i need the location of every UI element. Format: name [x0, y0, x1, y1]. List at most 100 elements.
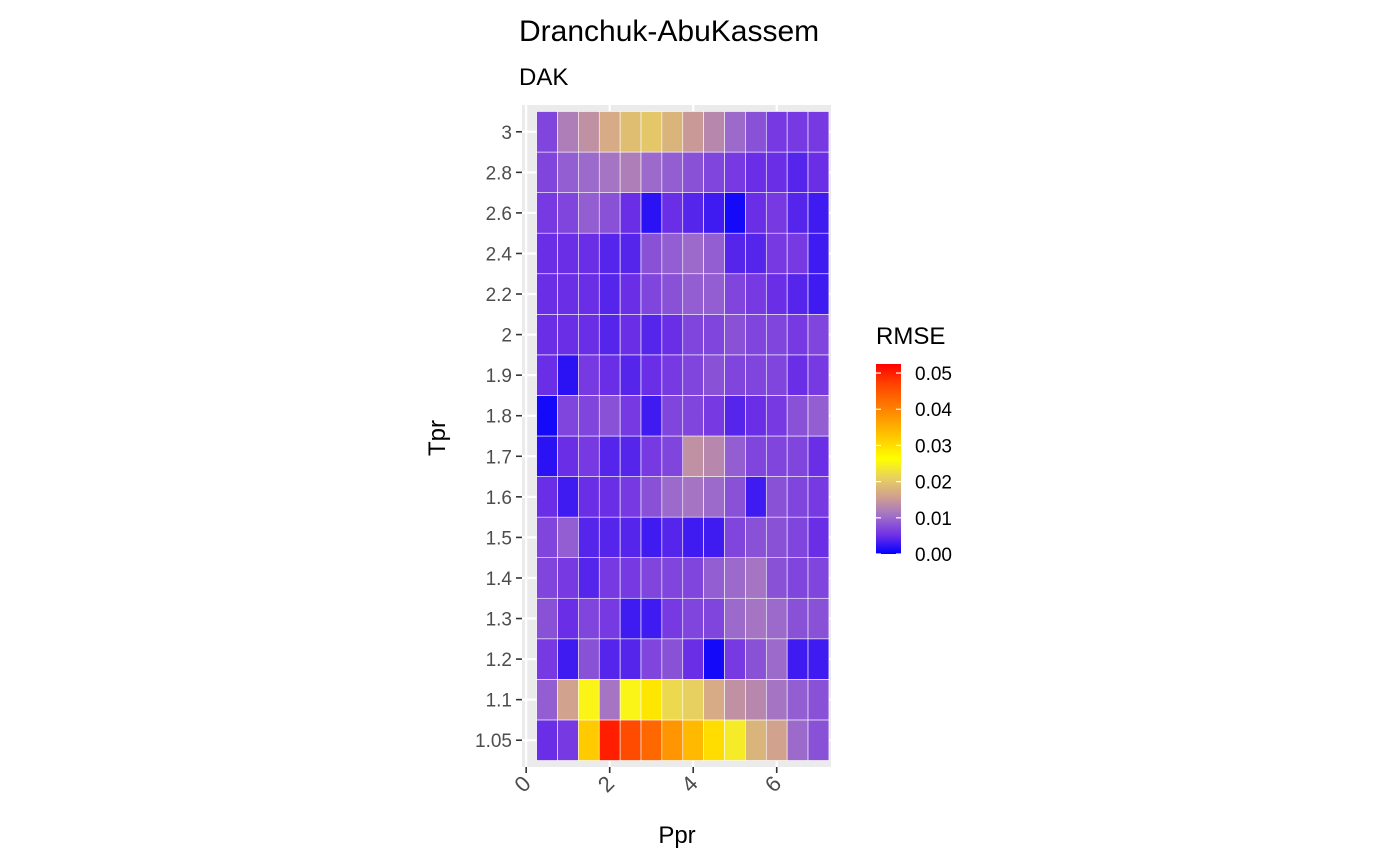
heatmap-cells [536, 111, 830, 761]
heatmap-cell [598, 111, 621, 153]
heatmap-cell [703, 232, 725, 275]
heatmap-cell [745, 314, 767, 356]
heatmap-cell [703, 597, 725, 640]
heatmap-cell [745, 719, 767, 761]
heatmap-cell [578, 476, 600, 518]
heatmap-cell [703, 192, 725, 234]
heatmap-cell [536, 719, 558, 761]
heatmap-cell [557, 192, 579, 234]
heatmap-cell [703, 638, 725, 680]
heatmap-cell [786, 111, 809, 153]
y-tick-label: 1.8 [486, 407, 512, 428]
y-tick-label: 1.9 [486, 366, 512, 387]
heatmap-cell [557, 435, 579, 477]
heatmap-cell [661, 476, 684, 518]
heatmap-cell [661, 679, 684, 721]
heatmap-cell [536, 354, 558, 396]
y-axis: 1.05 1.1 1.2 1.3 1.4 1.5 1.6 1.7 1.8 1.9 2 2.2 2.4 2.… [475, 123, 522, 752]
heatmap-cell [536, 476, 558, 518]
heatmap-cell [661, 232, 684, 275]
heatmap-cell [807, 557, 830, 599]
heatmap-cell [536, 395, 558, 437]
heatmap-cell [536, 151, 558, 193]
heatmap-cell [703, 476, 725, 518]
heatmap-cell [765, 476, 788, 518]
heatmap-cell [557, 314, 579, 356]
heatmap-cell [807, 435, 830, 477]
heatmap-cell [598, 476, 621, 518]
x-tick-label: 6 [760, 771, 786, 797]
heatmap-cell [661, 395, 684, 437]
heatmap-cell [724, 151, 746, 193]
heatmap-cell [807, 273, 830, 315]
heatmap-cell [661, 719, 684, 761]
heatmap-cell [598, 679, 621, 721]
heatmap-cell [598, 557, 621, 599]
heatmap-cell [765, 314, 788, 356]
heatmap-cell [765, 435, 788, 477]
heatmap-cell [619, 232, 642, 275]
heatmap-cell [598, 151, 621, 193]
heatmap-cell [724, 516, 746, 558]
heatmap-cell [661, 354, 684, 396]
heatmap-cell [724, 232, 746, 275]
heatmap-cell [682, 435, 704, 477]
heatmap-cell [598, 597, 621, 640]
y-tick-label: 1.6 [486, 488, 512, 509]
heatmap-cell [661, 435, 684, 477]
y-tick-label: 1.1 [486, 691, 512, 712]
heatmap-cell [682, 679, 704, 721]
heatmap-cell [765, 719, 788, 761]
heatmap-cell [598, 232, 621, 275]
heatmap-cell [745, 516, 767, 558]
heatmap-cell [536, 638, 558, 680]
y-tick-label: 2 [501, 326, 512, 347]
heatmap-cell [536, 435, 558, 477]
heatmap-cell [786, 719, 809, 761]
heatmap-cell [765, 354, 788, 396]
x-axis-title: Ppr [658, 822, 695, 849]
heatmap-cell [598, 395, 621, 437]
heatmap-cell [807, 638, 830, 680]
heatmap-cell [578, 232, 600, 275]
heatmap-cell [578, 516, 600, 558]
heatmap-cell [786, 476, 809, 518]
heatmap-cell [640, 557, 663, 599]
heatmap-cell [703, 719, 725, 761]
heatmap-cell [703, 314, 725, 356]
heatmap-cell [682, 719, 704, 761]
heatmap-cell [703, 111, 725, 153]
heatmap-cell [578, 273, 600, 315]
heatmap-cell [786, 232, 809, 275]
heatmap-cell [557, 679, 579, 721]
heatmap-cell [640, 435, 663, 477]
heatmap-cell [619, 111, 642, 153]
legend-tick-label: 0.05 [915, 364, 952, 385]
heatmap-cell [786, 354, 809, 396]
heatmap-cell [661, 638, 684, 680]
heatmap-cell [578, 679, 600, 721]
heatmap-cell [598, 719, 621, 761]
heatmap-cell [536, 273, 558, 315]
y-tick-label: 1.4 [486, 569, 513, 590]
heatmap-cell [619, 719, 642, 761]
heatmap-cell [661, 557, 684, 599]
heatmap-cell [745, 354, 767, 396]
heatmap-cell [640, 111, 663, 153]
heatmap-cell [619, 597, 642, 640]
x-tick-label: 0 [509, 771, 535, 797]
heatmap-cell [598, 354, 621, 396]
chart-subtitle: DAK [519, 64, 568, 91]
y-tick-label: 2.2 [486, 285, 512, 306]
heatmap-cell [745, 111, 767, 153]
heatmap-cell [745, 557, 767, 599]
legend-ticks: 0.00 0.01 0.02 0.03 0.04 0.05 [876, 364, 952, 566]
heatmap-cell [724, 476, 746, 518]
heatmap-cell [557, 516, 579, 558]
heatmap-cell [640, 638, 663, 680]
heatmap-cell [724, 597, 746, 640]
heatmap-cell [536, 679, 558, 721]
x-tick-label: 4 [676, 771, 702, 797]
heatmap-cell [745, 679, 767, 721]
